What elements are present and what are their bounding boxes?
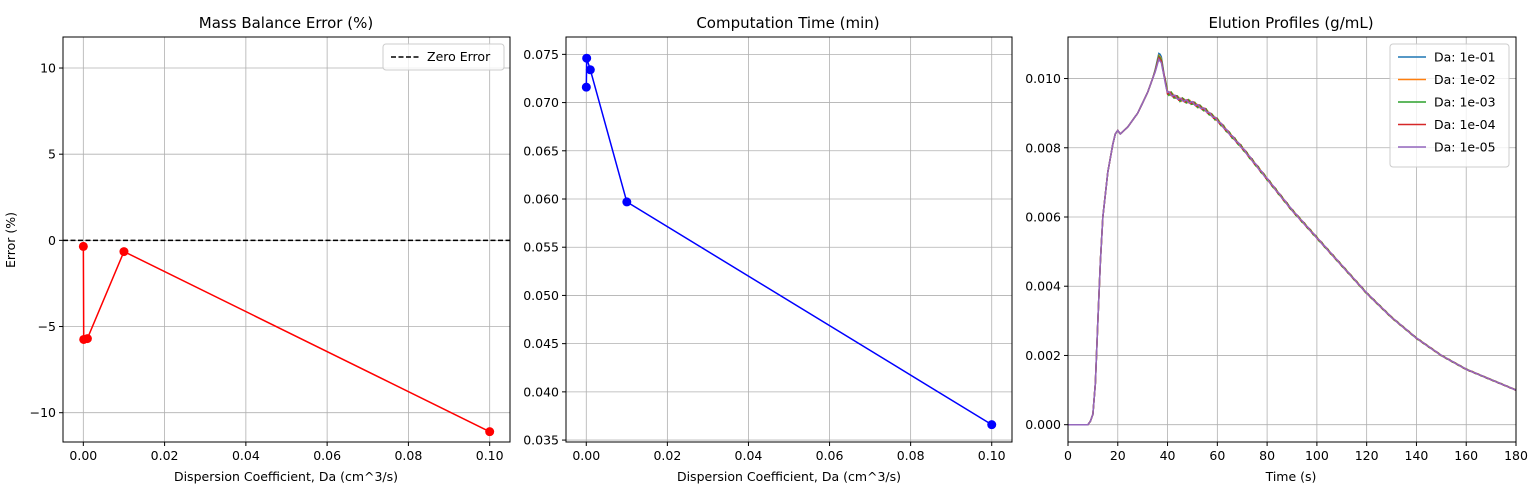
elution-profiles-x-tick-label: 40 <box>1160 448 1176 463</box>
elution-profiles-x-tick-label: 160 <box>1454 448 1478 463</box>
elution-profiles-panel: Elution Profiles (g/mL) 0 20 40 60 80 100 120 1… <box>1025 14 1528 484</box>
elution-profiles-xlabel: Time (s) <box>1265 469 1317 484</box>
computation-time-y-tick-label: 0.035 <box>523 433 559 448</box>
elution-profiles-x-tick-label: 120 <box>1355 448 1379 463</box>
mass-balance-error-x-tick-label: 0.04 <box>232 448 260 463</box>
computation-time-x-tick-label: 0.06 <box>816 448 844 463</box>
elution-profiles-x-tick-label: 60 <box>1209 448 1225 463</box>
mass-balance-error-x-tick-label: 0.06 <box>313 448 341 463</box>
elution-legend-label: Da: 1e-05 <box>1434 140 1496 155</box>
elution-profiles-y-tick-label: 0.004 <box>1025 279 1061 294</box>
elution-series-line <box>1068 57 1517 426</box>
mass-balance-error-data-point <box>82 334 92 344</box>
mass-balance-error-y-tick-label: 5 <box>48 147 56 162</box>
elution-legend-label: Da: 1e-04 <box>1434 117 1496 132</box>
elution-profiles-x-tick-label: 80 <box>1259 448 1275 463</box>
elution-profiles-x-tick-label: 140 <box>1405 448 1429 463</box>
elution-profiles-legend: Da: 1e-01 Da: 1e-02 Da: 1e-03 Da: 1e-04 Da: … <box>1389 43 1510 168</box>
mass-balance-error-ylabel: Error (%) <box>3 212 18 268</box>
elution-profiles-y-tick-label: 0.002 <box>1025 348 1061 363</box>
computation-time-data-point <box>987 420 997 430</box>
elution-profiles-y-tick-label: 0.000 <box>1025 417 1061 432</box>
computation-time-y-tick-label: 0.055 <box>523 240 559 255</box>
computation-time-data-point <box>585 65 595 75</box>
elution-profiles-x-tick-label: 20 <box>1110 448 1126 463</box>
mass-balance-error-x-tick-label: 0.02 <box>151 448 179 463</box>
elution-profiles-plot-area <box>1067 36 1517 443</box>
computation-time-x-tick-label: 0.08 <box>897 448 925 463</box>
mass-balance-error-xlabel: Dispersion Coefficient, Da (cm^3/s) <box>174 469 398 484</box>
computation-time-y-tick-label: 0.075 <box>523 47 559 62</box>
elution-legend-label: Da: 1e-01 <box>1434 50 1496 65</box>
computation-time-x-tick-label: 0.00 <box>572 448 600 463</box>
computation-time-y-tick-label: 0.050 <box>523 288 559 303</box>
mass-balance-error-y-tick-label: 0 <box>48 233 56 248</box>
computation-time-data-point <box>582 53 592 63</box>
computation-time-plot-area <box>565 36 1013 443</box>
elution-legend-label: Da: 1e-02 <box>1434 72 1496 87</box>
computation-time-title: Computation Time (min) <box>696 14 879 32</box>
computation-time-x-tick-label: 0.04 <box>735 448 763 463</box>
mass-balance-error-y-tick-label: 10 <box>40 61 56 76</box>
mass-balance-error-series-line <box>82 246 491 433</box>
mass-balance-error-data-point <box>485 427 495 437</box>
mass-balance-error-x-tick-label: 0.10 <box>476 448 504 463</box>
mass-balance-error-y-tick-label: −5 <box>38 319 56 334</box>
elution-legend-label: Da: 1e-03 <box>1434 95 1496 110</box>
elution-profiles-x-tick-label: 180 <box>1504 448 1528 463</box>
elution-profiles-y-tick-label: 0.006 <box>1025 210 1061 225</box>
mass-balance-error-x-tick-label: 0.00 <box>69 448 97 463</box>
computation-time-y-tick-label: 0.060 <box>523 192 559 207</box>
computation-time-data-point <box>622 197 632 207</box>
computation-time-data-point <box>581 82 591 92</box>
mass-balance-error-x-tick-label: 0.08 <box>394 448 422 463</box>
zero-error-legend-label: Zero Error <box>427 49 491 64</box>
mass-balance-error-title: Mass Balance Error (%) <box>199 14 373 32</box>
mass-balance-error-data-point <box>119 247 129 257</box>
computation-time-series-line <box>585 57 993 426</box>
elution-profiles-y-tick-label: 0.008 <box>1025 140 1061 155</box>
computation-time-x-tick-label: 0.02 <box>653 448 681 463</box>
elution-profiles-x-tick-label: 0 <box>1064 448 1072 463</box>
computation-time-x-tick-label: 0.10 <box>978 448 1006 463</box>
computation-time-xlabel: Dispersion Coefficient, Da (cm^3/s) <box>677 469 901 484</box>
mass-balance-error-data-point <box>78 241 88 251</box>
elution-profiles-title: Elution Profiles (g/mL) <box>1208 14 1373 32</box>
mass-balance-error-plot-area <box>62 36 511 443</box>
computation-time-y-tick-label: 0.040 <box>523 384 559 399</box>
elution-legend-box <box>1389 43 1510 168</box>
elution-profiles-x-tick-label: 100 <box>1305 448 1329 463</box>
computation-time-y-tick-label: 0.065 <box>523 143 559 158</box>
computation-time-y-tick-label: 0.070 <box>523 95 559 110</box>
mass-balance-error-y-tick-label: −10 <box>30 405 56 420</box>
elution-profiles-y-tick-label: 0.010 <box>1025 71 1061 86</box>
mass-balance-error-legend: Zero Error <box>382 43 505 71</box>
computation-time-panel: Computation Time (min) 0.00 0.02 0.04 0.06 0… <box>523 14 1013 484</box>
mass-balance-error-panel: Mass Balance Error (%) 0.00 0.02 0.04 0.06 0… <box>3 14 511 484</box>
computation-time-y-tick-label: 0.045 <box>523 336 559 351</box>
